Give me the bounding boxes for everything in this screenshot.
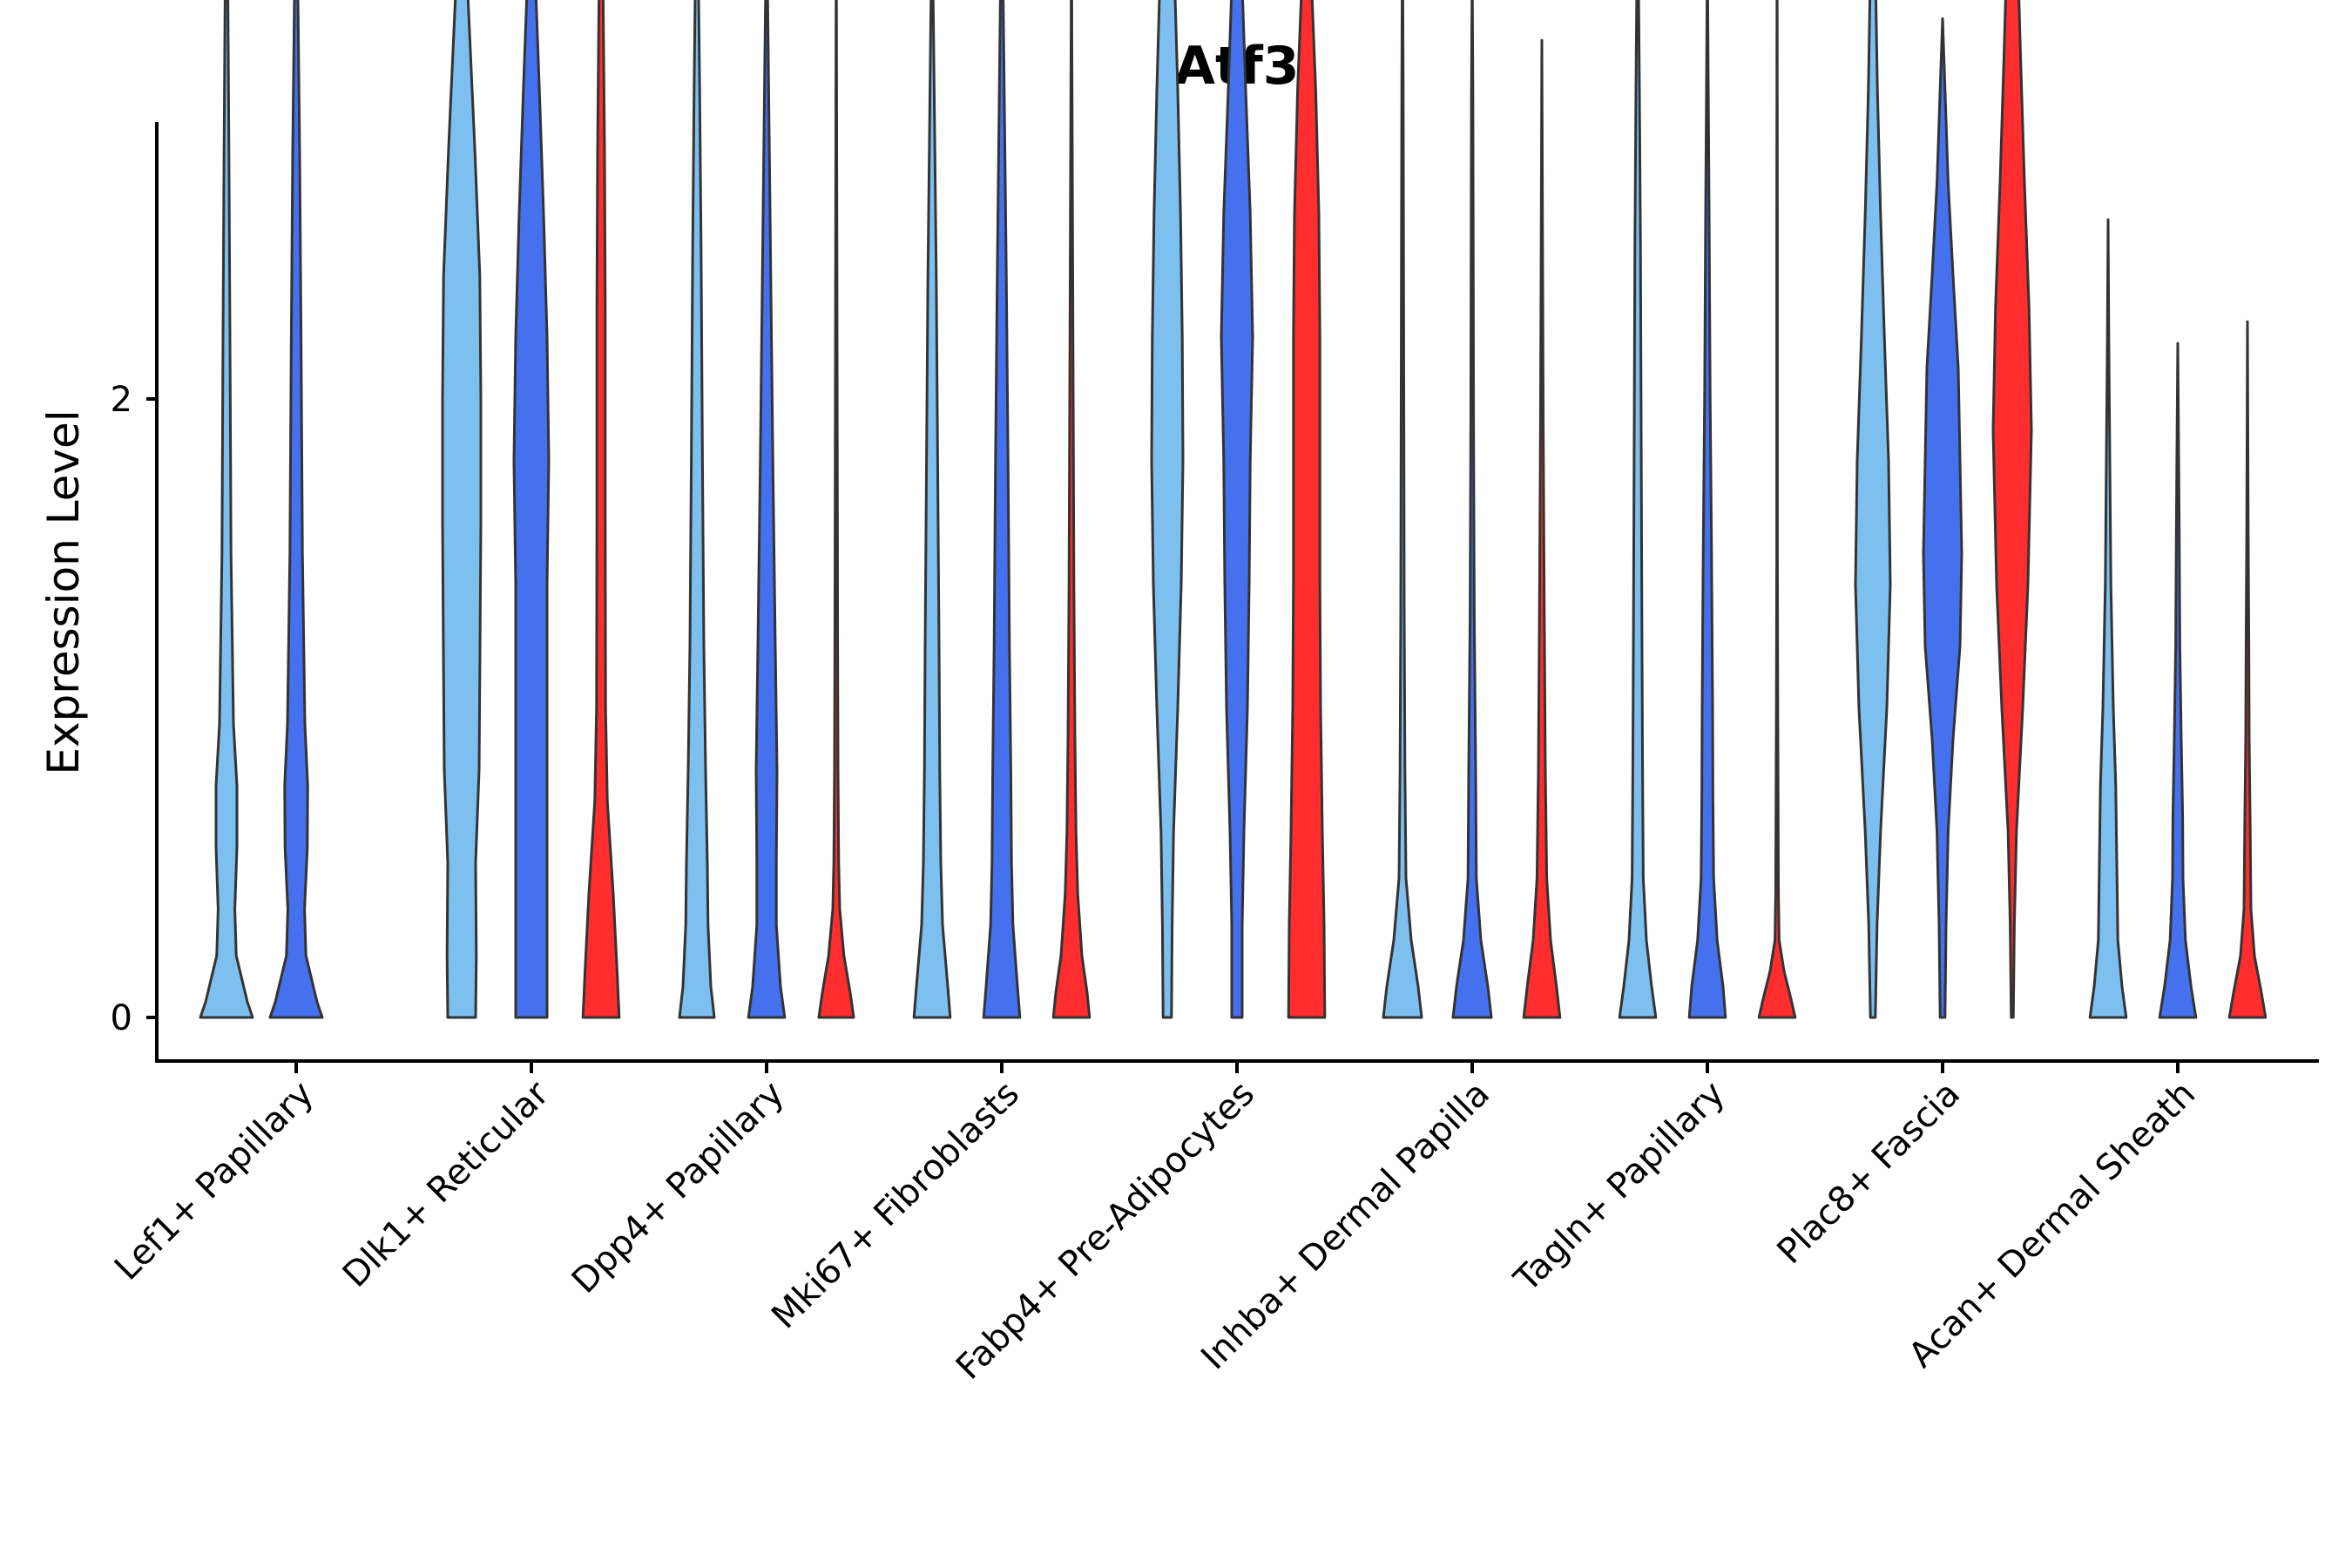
violin-tagln-papillary-blue: [1687, 0, 1727, 1019]
y-tick-label: 0: [111, 998, 132, 1038]
violin-tagln-papillary-light: [1618, 0, 1658, 1019]
y-ticks: 024: [111, 380, 157, 1038]
violin-dlk1-reticular-red: [581, 0, 621, 1019]
violin-acan-dermal-sheath-light: [2088, 218, 2128, 1019]
x-tick-label-dlk1-reticular: Dlk1+ Reticular: [335, 1073, 558, 1295]
y-axis-title: Expression Level: [38, 409, 89, 774]
violin-dpp4-papillary-blue: [747, 0, 787, 1019]
violin-acan-dermal-sheath-red: [2227, 320, 2268, 1019]
violin-inhba-dermal-papilla-red: [1522, 38, 1562, 1019]
x-tick-label-mki67-fibroblasts: Mki67+ Fibroblasts: [764, 1074, 1027, 1337]
violin-mki67-fibroblasts-red: [1051, 0, 1092, 1019]
violin-inhba-dermal-papilla-blue: [1451, 0, 1493, 1019]
x-ticks: Lef1+ Papillary Dlk1+ Reticular Dpp4+ Papi…: [107, 1061, 2203, 1388]
violin-lef1-papillary-light: [199, 0, 254, 1019]
violin-dpp4-papillary-red: [817, 0, 855, 1019]
x-tick-label-dpp4-papillary: Dpp4+ Papillary: [564, 1074, 792, 1301]
violin-fabp4-pre-adipocytes-light: [1150, 0, 1185, 1019]
violin-dlk1-reticular-blue: [512, 0, 551, 1019]
violin-dlk1-reticular-light: [441, 0, 483, 1019]
violin-plac8-fascia-blue: [1922, 17, 1963, 1019]
violin-mki67-fibroblasts-light: [912, 0, 952, 1019]
violin-plac8-fascia-red: [1991, 0, 2033, 1019]
violin-dpp4-papillary-light: [678, 0, 716, 1019]
violin-fabp4-pre-adipocytes-blue: [1220, 0, 1254, 1019]
violin-tagln-papillary-red: [1757, 0, 1797, 1019]
violin-acan-dermal-sheath-blue: [2158, 341, 2198, 1019]
violin-plac8-fascia-light: [1854, 0, 1892, 1019]
y-tick-label: 2: [111, 380, 132, 420]
violin-fabp4-pre-adipocytes-red: [1287, 0, 1327, 1019]
violins-layer: [199, 0, 2268, 1019]
violin-inhba-dermal-papilla-light: [1382, 0, 1423, 1019]
x-tick-label-lef1-papillary: Lef1+ Papillary: [107, 1074, 321, 1288]
violin-mki67-fibroblasts-blue: [982, 0, 1022, 1019]
x-tick-label-tagln-papillary: Tagln+ Papillary: [1506, 1074, 1733, 1301]
x-tick-label-plac8-fascia: Plac8+ Fascia: [1770, 1074, 1969, 1273]
violin-lef1-papillary-blue: [268, 0, 324, 1019]
